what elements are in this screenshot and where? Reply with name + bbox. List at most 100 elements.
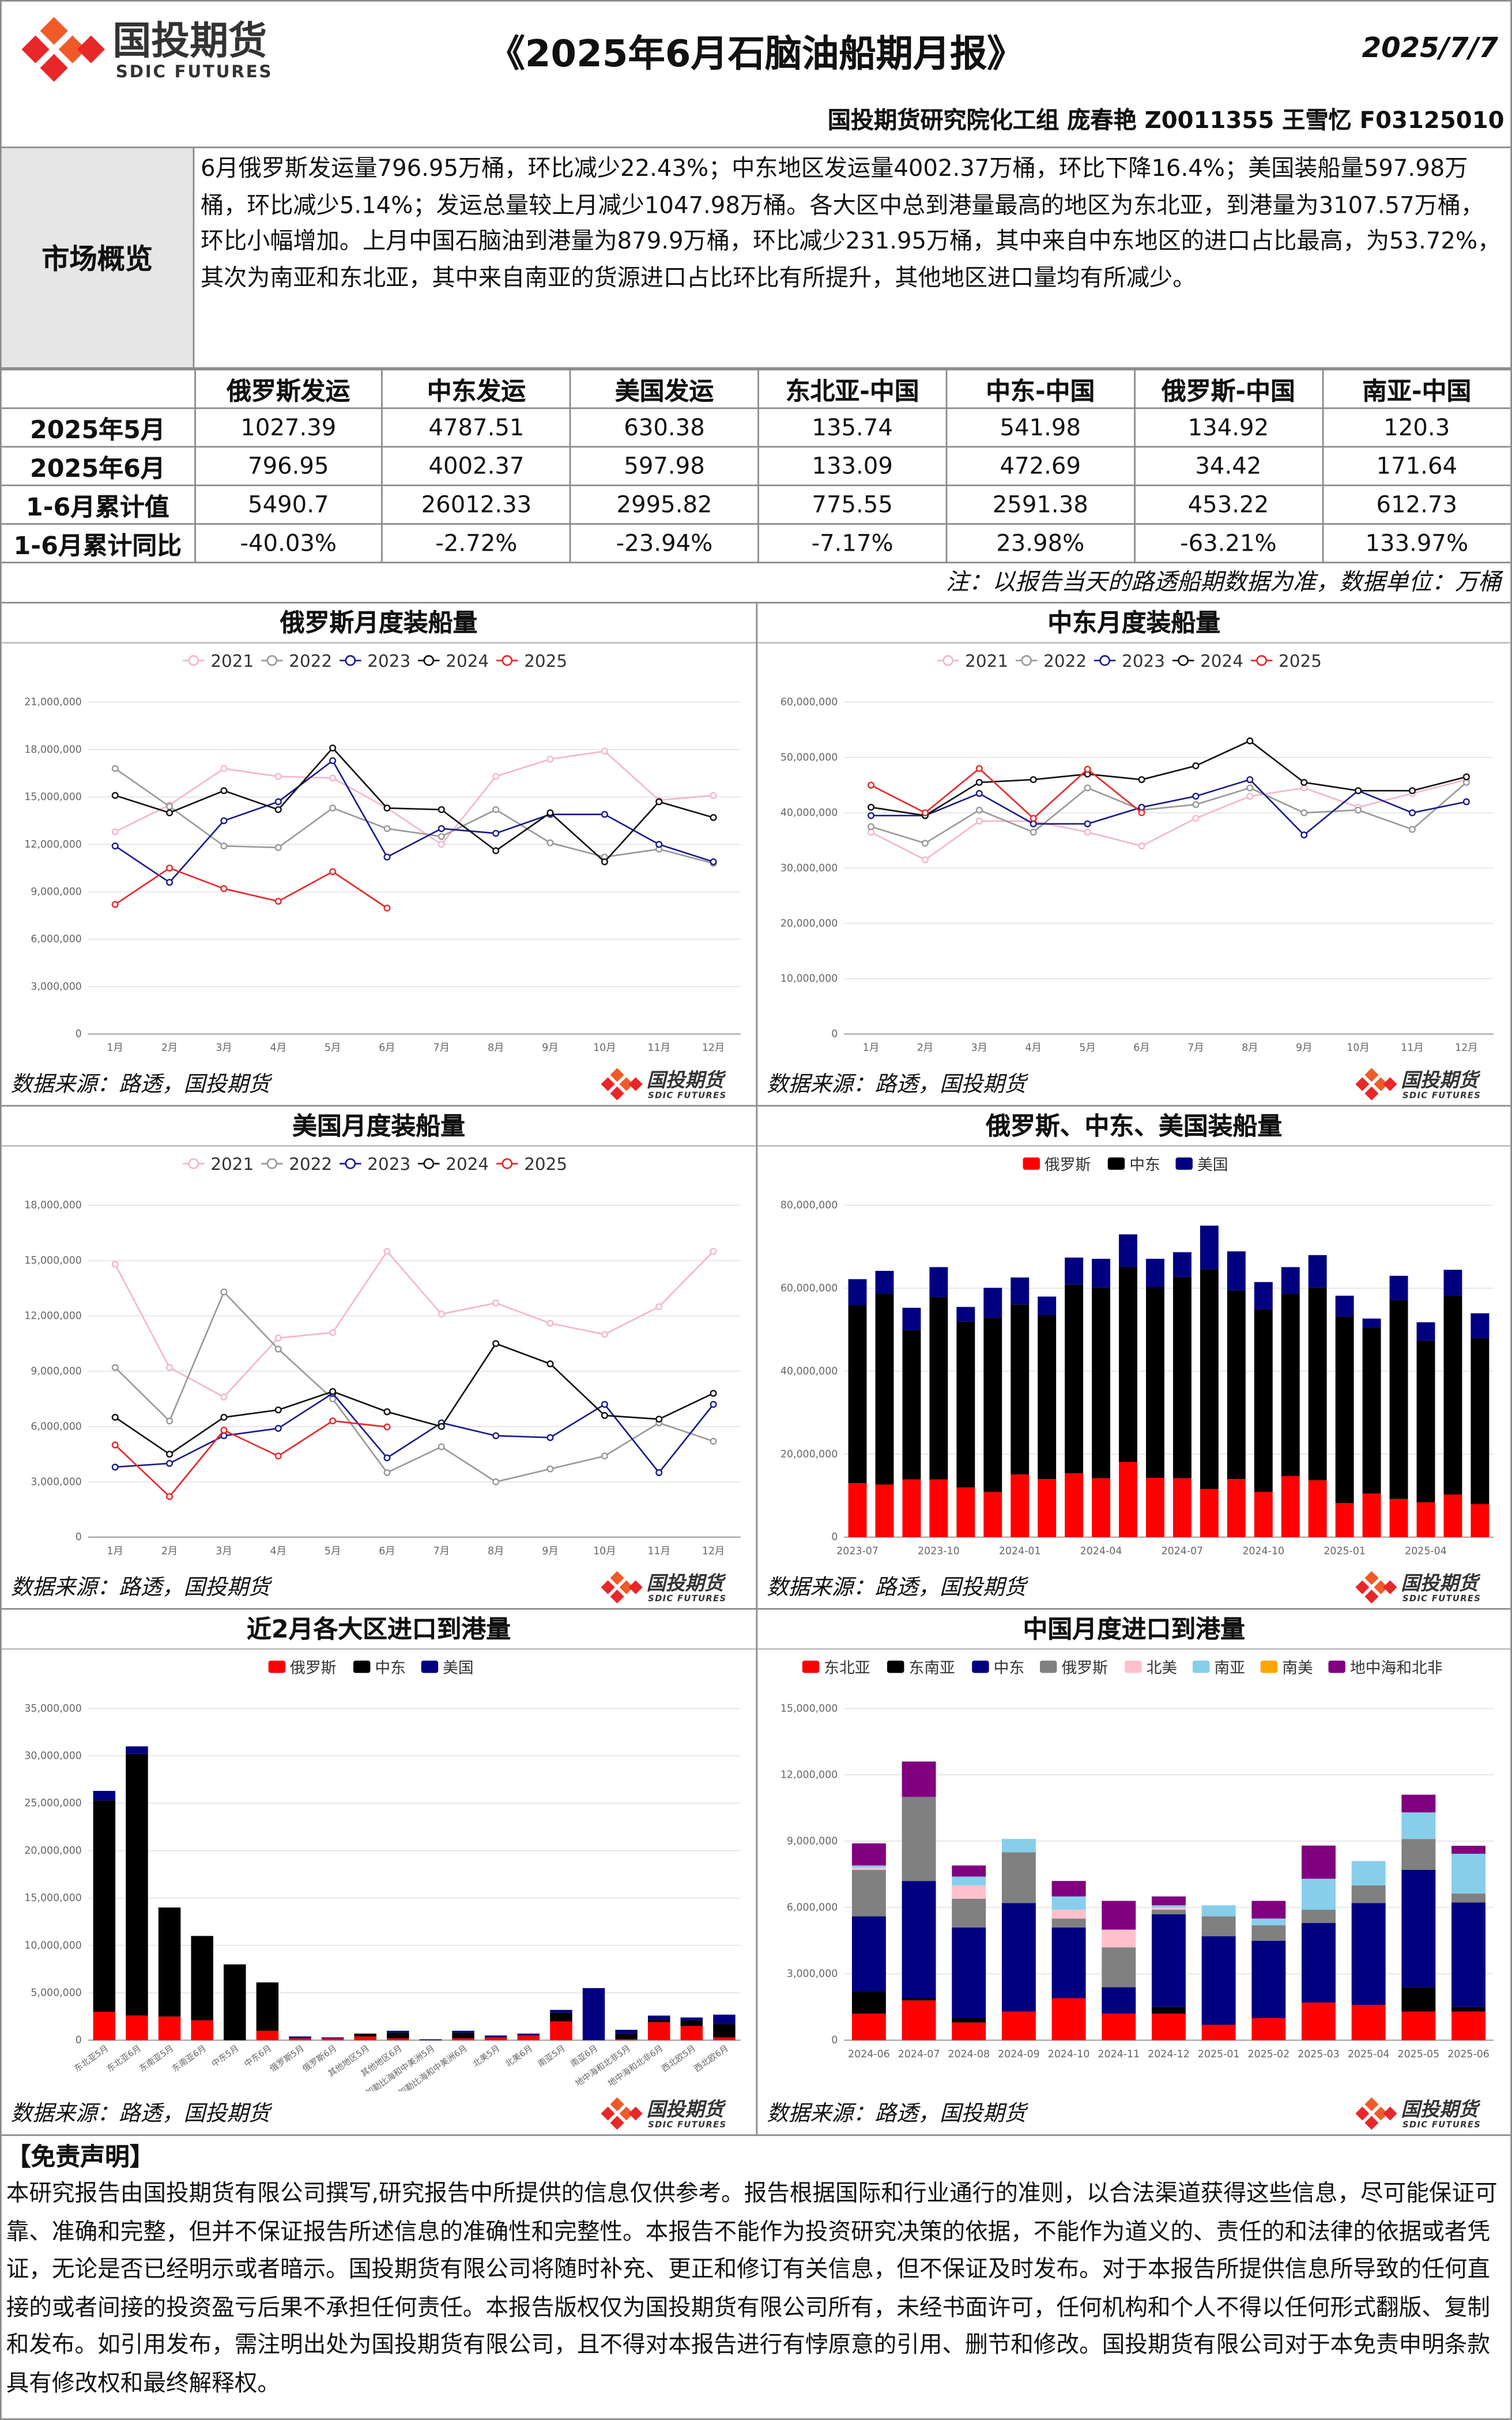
point — [220, 885, 228, 893]
bar-segment — [1443, 1270, 1462, 1296]
point — [492, 1478, 500, 1485]
point — [111, 792, 119, 799]
bar-segment — [550, 2012, 572, 2022]
point — [166, 864, 174, 872]
bar-segment — [647, 2015, 670, 2020]
y-tick-label: 20,000,000 — [24, 1845, 81, 1857]
source: 数据来源：路透，国投期货 — [767, 1575, 1026, 1601]
logo-name: 国投期货 — [112, 18, 267, 63]
chart-title: 近2月各大区进口到港量 — [1, 1610, 756, 1650]
legend-label: 俄罗斯 — [290, 1659, 336, 1677]
logo-diamond — [628, 1579, 643, 1594]
point — [655, 1303, 663, 1311]
point — [710, 1390, 717, 1397]
bar-segment — [1201, 1916, 1236, 1937]
bar-segment — [902, 1761, 936, 1797]
bar-segment — [93, 1790, 116, 1801]
point — [492, 1432, 500, 1440]
bar-segment — [1362, 1327, 1381, 1494]
point — [329, 1328, 337, 1336]
point — [1462, 798, 1470, 806]
bar-segment — [1010, 1304, 1030, 1475]
point — [546, 1434, 554, 1442]
bar-segment — [1451, 2011, 1486, 2041]
bar-segment — [952, 1876, 986, 1885]
bar-segment — [1470, 1313, 1490, 1338]
bar-segment — [1051, 1881, 1086, 1897]
point — [546, 755, 554, 763]
bar-segment — [1389, 1275, 1408, 1300]
point — [1138, 842, 1145, 850]
y-tick-label: 12,000,000 — [24, 1311, 81, 1322]
bar-segment — [452, 2033, 474, 2039]
bar-segment — [1251, 1918, 1286, 1925]
point — [383, 1408, 391, 1416]
point — [601, 858, 608, 865]
legend-swatch — [268, 1660, 286, 1673]
point — [492, 1340, 500, 1348]
logo-en: SDIC FUTURES — [116, 62, 273, 81]
logo-diamond — [1364, 1067, 1379, 1081]
point — [438, 1422, 445, 1431]
bar-segment — [1302, 1845, 1336, 1879]
y-tick-label: 15,000,000 — [780, 1703, 838, 1714]
point — [921, 840, 929, 847]
x-tick-label: 2024-09 — [998, 2049, 1040, 2060]
point — [1030, 776, 1037, 784]
point — [274, 1406, 282, 1414]
legend-marker — [188, 655, 199, 666]
legend-swatch — [802, 1660, 820, 1673]
series-line — [114, 759, 714, 883]
cell: 26012.33 — [382, 484, 571, 525]
bar-segment — [1302, 1910, 1336, 1924]
bar-segment — [615, 2030, 638, 2034]
x-tick-label: 11月 — [647, 1545, 670, 1557]
point — [1138, 809, 1145, 816]
bar-segment — [1051, 1896, 1086, 1910]
bar-segment — [1001, 1903, 1036, 2012]
y-tick-label: 0 — [831, 1029, 838, 1040]
bar-segment — [1401, 1987, 1436, 2012]
x-tick-label: 北美5月 — [471, 2043, 502, 2069]
summary-label: 市场概览 — [1, 148, 195, 368]
chart-footer: 数据来源：路透，国投期货 国投期货 SDIC FUTURES — [757, 1062, 1510, 1105]
x-tick-label: 2024-10 — [1242, 1545, 1284, 1557]
point — [383, 1454, 391, 1462]
logo-diamond — [1355, 1579, 1370, 1594]
bar-segment — [1227, 1251, 1246, 1290]
bar-segment — [1254, 1282, 1273, 1309]
x-tick-label: 地中海和北非5月 — [574, 2043, 632, 2088]
bar-segment — [1051, 1927, 1086, 1999]
cell: 472.69 — [945, 446, 1136, 487]
point — [975, 790, 983, 797]
bar-segment — [1251, 1940, 1286, 2019]
legend-label: 2025 — [524, 651, 567, 671]
column-header: 东北亚-中国 — [757, 368, 948, 409]
logo-diamond — [610, 1589, 624, 1603]
summary: 市场概览 6月俄罗斯发运量796.95万桶，环比减少22.43%；中东地区发运量… — [1, 148, 1511, 369]
logo-diamond — [1355, 1076, 1370, 1090]
logo-diamond — [601, 1579, 615, 1594]
y-tick-label: 10,000,000 — [24, 1940, 81, 1951]
point — [383, 1423, 391, 1431]
y-tick-label: 40,000,000 — [780, 807, 838, 819]
bar-segment — [256, 1982, 279, 2031]
point — [710, 792, 717, 799]
x-tick-label: 7月 — [433, 1042, 450, 1054]
bar-segment — [1281, 1267, 1300, 1294]
point — [975, 818, 983, 825]
point — [111, 842, 119, 850]
y-tick-label: 9,000,000 — [787, 1835, 838, 1847]
x-tick-label: 12月 — [702, 1042, 725, 1054]
legend-label: 美国 — [1197, 1156, 1228, 1174]
chart-grid: 俄罗斯月度装船量 0 3,000,000 6,000,000 9,000,000 12,0… — [1, 603, 1511, 2136]
bar-segment — [1308, 1255, 1327, 1288]
source: 数据来源：路透，国投期货 — [10, 1575, 270, 1601]
cell: 630.38 — [570, 407, 759, 448]
x-tick-label: 3月 — [216, 1042, 232, 1054]
x-tick-label: 2024-12 — [1148, 2049, 1190, 2060]
